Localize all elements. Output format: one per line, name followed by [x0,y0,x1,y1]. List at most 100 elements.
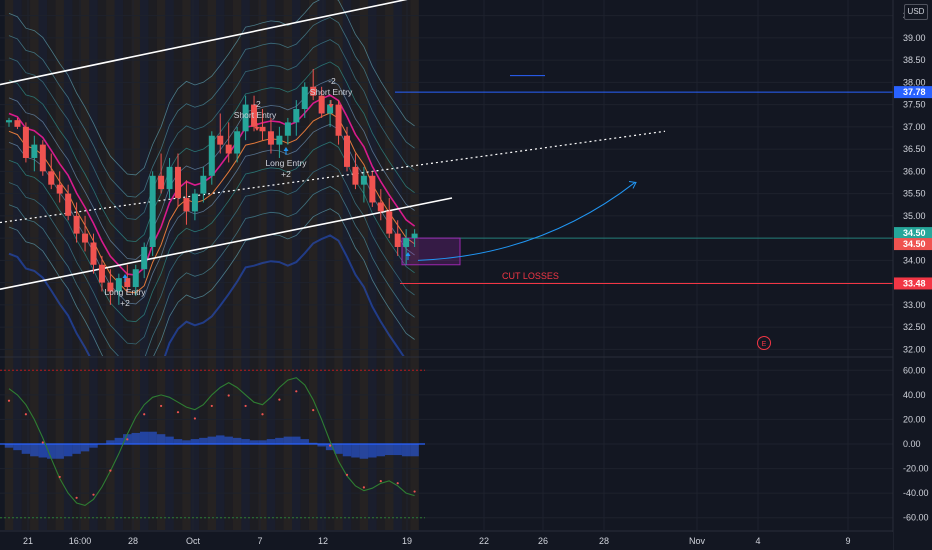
osc-dot [244,404,247,408]
envelope-line [8,163,415,345]
candle-body [175,166,181,199]
highlight-box [401,237,461,266]
osc-histogram-bar [275,437,284,444]
osc-dot [143,413,146,416]
candle-body [98,264,105,283]
candle-body [251,104,258,127]
session-stripe [182,0,191,530]
session-stripe [224,0,233,530]
price-tick-label: 32.00 [903,344,926,354]
candle-body [284,122,291,136]
osc-histogram-bar [368,444,377,458]
osc-histogram-bar [182,440,191,444]
session-stripe [258,0,267,530]
osc-tick-label: 20.00 [903,414,926,424]
osc-dot [379,480,382,483]
candle-body [377,202,384,212]
candle-body [39,144,46,172]
osc-histogram-bar [317,444,326,447]
time-tick-label: 22 [479,536,489,546]
candle-body [344,135,350,167]
candle-body [65,193,72,216]
time-tick-label: Nov [689,536,706,546]
candle-body [225,144,232,154]
osc-histogram-bar [224,436,233,444]
dotted-trend-line [0,130,666,224]
session-stripe [13,0,22,530]
osc-histogram-bar [308,442,318,444]
session-stripe [4,0,14,530]
osc-histogram-bar [342,444,352,457]
session-stripe [72,0,81,530]
candle-body [259,126,266,132]
candle-body [352,166,359,185]
price-tick-label: 33.00 [903,300,926,310]
osc-histogram-bar [89,444,98,448]
price-tag-label: 34.50 [903,228,926,238]
long-entry-2-label: Long Entry [265,158,307,168]
session-stripe [63,0,73,530]
candle-body [276,135,283,145]
candle-body [31,144,38,158]
osc-histogram-bar [376,444,386,457]
price-tick-label: 37.00 [903,122,926,132]
session-stripe [368,0,377,530]
osc-dot [109,469,112,472]
candle-body [293,109,300,123]
osc-tick-label: -20.00 [903,464,929,474]
candle-body [327,104,334,114]
candle-body [56,184,63,194]
osc-dot [41,441,44,444]
time-tick-label: 19 [402,536,412,546]
candle-body [242,104,249,132]
osc-histogram-bar [106,440,115,444]
osc-histogram-bar [148,431,157,444]
projection-curve [417,182,636,261]
time-axis-background [0,532,893,550]
currency-label[interactable]: USD [904,4,928,20]
osc-dot [176,411,180,414]
price-tag-box [894,86,932,99]
session-stripe [21,0,31,530]
osc-histogram-bar [300,439,309,444]
session-stripe [351,0,360,530]
price-tag-label: 33.48 [903,278,926,288]
channel-upper-line [0,0,408,86]
session-stripe [80,0,90,530]
time-axis[interactable]: 21 16:00 28 Oct 7 12 19 22 26 28 Nov 4 9 [0,532,893,550]
session-stripe [216,0,225,530]
time-tick-label: Oct [186,536,201,546]
price-axis[interactable]: 32.0032.5033.0033.5034.0034.5035.0035.50… [892,0,932,550]
session-stripe [342,0,352,530]
osc-histogram-bar [30,444,39,457]
session-stripe [207,0,217,530]
osc-histogram-bar [385,444,394,456]
osc-histogram-bar [131,432,140,444]
short-entry-arrow [328,104,334,108]
drawings[interactable] [0,0,893,291]
osc-histogram-bar [359,444,369,459]
session-stripe [55,0,64,530]
session-stripe [300,0,309,530]
candle-body [158,175,165,190]
time-tick-label: 16:00 [69,536,92,546]
osc-histogram-bar [216,435,225,444]
price-tick-label: 32.50 [903,322,926,332]
osc-histogram-bar [292,436,301,444]
osc-tick-label: -40.00 [903,488,929,498]
short-entry-2-label: Short Entry [310,87,353,97]
candle-body [141,246,148,270]
osc-histogram-bar [21,444,31,454]
osc-dot [24,413,27,416]
session-stripe [173,0,183,530]
short-entry-2-count: -2 [328,76,336,86]
time-tick-label: 28 [599,536,609,546]
osc-tick-label: 60.00 [903,365,926,375]
candle-body [191,193,198,212]
osc-tick-label: 0.00 [903,439,921,449]
osc-histogram-bar [241,439,250,444]
candle-body [149,175,156,247]
candle-body [234,131,241,154]
osc-dot [396,482,399,485]
